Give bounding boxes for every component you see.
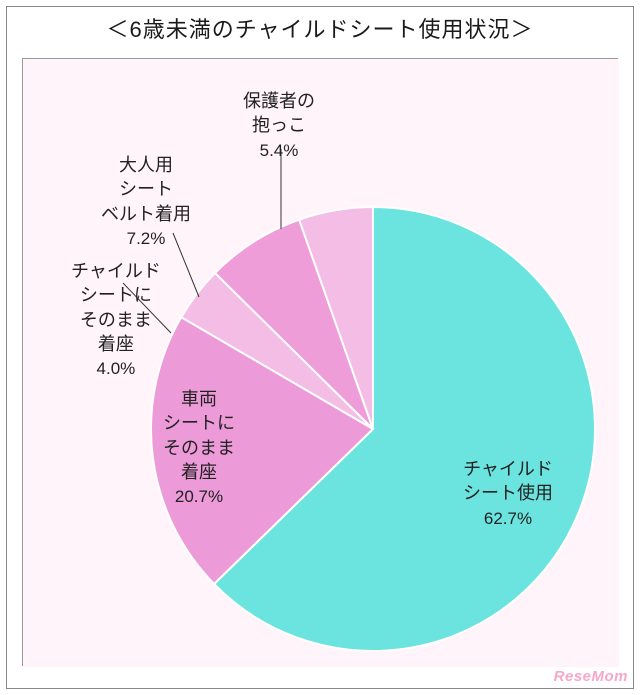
slice-label: チャイルド シートに そのまま 着座 4.0% [71,259,161,381]
slice-percent: 62.7% [484,509,532,528]
slice-percent: 4.0% [97,359,136,378]
slice-label: チャイルド シート使用 62.7% [463,457,553,531]
pie-holder: チャイルド シート使用 62.7% 車両 シートに そのまま 着座 20.7%チャ… [23,59,617,665]
slice-label: 保護者の 抱っこ 5.4% [243,89,315,163]
slice-percent: 20.7% [175,487,223,506]
watermark: ReseMom [554,668,628,685]
chart-title: ＜6歳未満のチャイルドシート使用状況＞ [0,12,640,44]
slice-percent: 7.2% [127,229,166,248]
slice-label: 大人用 シート ベルト着用 7.2% [101,153,191,251]
slice-label: 車両 シートに そのまま 着座 20.7% [163,387,235,509]
slice-percent: 5.4% [260,141,299,160]
chart-area: チャイルド シート使用 62.7% 車両 シートに そのまま 着座 20.7%チャ… [22,58,618,666]
